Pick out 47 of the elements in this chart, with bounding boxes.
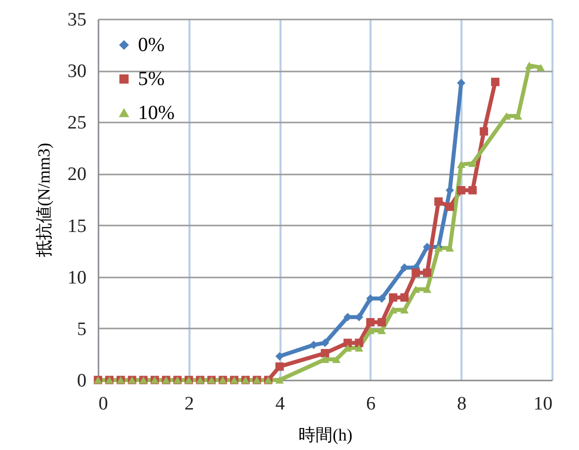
point (400, 293, 409, 302)
y-tick-label: 10 (68, 267, 86, 288)
x-tick-label: 2 (184, 394, 194, 414)
point (388, 306, 398, 314)
point (388, 293, 398, 302)
x-axis-title: 時間(h) (298, 426, 352, 444)
y-tick-label: 0 (77, 370, 86, 392)
point (457, 186, 466, 194)
legend-label: 10% (138, 102, 175, 124)
point (491, 78, 500, 86)
x-tick-label: 10 (534, 394, 552, 414)
point (412, 268, 420, 277)
point (412, 286, 420, 293)
legend-label: 0% (138, 34, 165, 56)
y-tick-label: 25 (68, 112, 86, 134)
point (366, 318, 375, 326)
point (378, 318, 386, 326)
y-axis-title: 抵抗値(N/mm3) (34, 142, 54, 258)
x-tick-label: 6 (366, 394, 376, 414)
point (332, 356, 341, 363)
legend-label: 5% (138, 68, 165, 90)
point (536, 64, 545, 72)
point (275, 376, 284, 384)
y-tick-label: 5 (77, 318, 86, 340)
x-tick-label: 0 (98, 394, 108, 414)
point (422, 242, 432, 252)
point (344, 338, 352, 348)
point (354, 344, 364, 352)
y-tick-label: 35 (68, 10, 86, 30)
point (275, 352, 284, 360)
point (320, 349, 330, 358)
point (446, 202, 454, 211)
point (422, 268, 432, 277)
y-tick-label: 20 (68, 164, 86, 186)
x-tick-label: 8 (456, 394, 466, 414)
point (400, 306, 409, 314)
x-tick-label: 4 (275, 394, 286, 414)
point (468, 186, 477, 194)
point (525, 62, 534, 70)
point (275, 362, 284, 371)
point (354, 338, 364, 348)
point (468, 160, 477, 168)
y-tick-label: 30 (68, 61, 86, 82)
point (480, 127, 488, 136)
point (434, 197, 443, 206)
point (457, 160, 466, 168)
y-tick-label: 15 (68, 216, 86, 237)
